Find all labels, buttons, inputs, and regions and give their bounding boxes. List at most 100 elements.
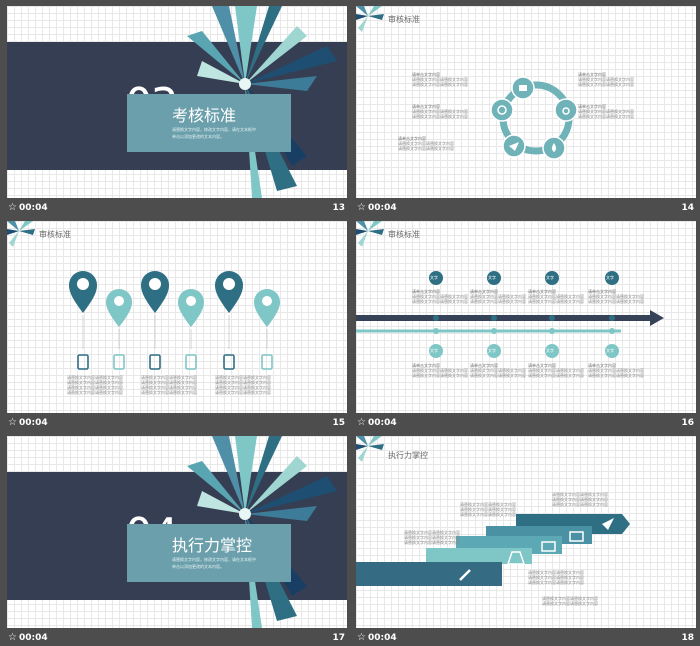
map-pin-icon	[69, 271, 97, 349]
title-panel: 考核标准 请替换文字内容，修改文字内容，请在文本框中 单击以添加更改的文本内容。	[127, 94, 291, 152]
medal-icon	[554, 98, 578, 122]
text-body: 请替换文字内容请替换文字内容	[588, 373, 644, 378]
text-body: 请替换文字内容请替换文字内容	[67, 385, 123, 390]
star-icon: ☆	[357, 417, 366, 428]
section-title: 考核标准	[172, 106, 237, 125]
text-body: 请替换文字内容请替换文字内容	[542, 596, 598, 601]
text-body: 请替换文字内容请替换文字内容	[528, 299, 584, 304]
slide-meta-17: ☆ 00:04 17	[7, 632, 347, 646]
star-icon: ☆	[8, 202, 17, 213]
text-body: 请替换文字内容请替换文字内容	[404, 530, 460, 535]
text-label: 请单击文字内容	[528, 363, 556, 368]
text-body: 请替换文字内容请替换文字内容	[470, 294, 526, 299]
text-body: 请替换文字内容请替换文字内容	[215, 380, 271, 385]
badge: 文字	[606, 275, 614, 280]
water-drop-icon	[542, 136, 566, 160]
text-label: 请单击文字内容	[470, 363, 498, 368]
slide-title: 执行力掌控	[388, 451, 428, 460]
slide-duration: 00:04	[368, 633, 397, 643]
text-body: 请替换文字内容请替换文字内容	[578, 82, 634, 87]
paper-plane-icon	[502, 134, 526, 158]
text-body: 请替换文字内容请替换文字内容	[588, 299, 644, 304]
badge: 文字	[546, 275, 554, 280]
text-body: 请替换文字内容请替换文字内容	[215, 390, 271, 395]
text-body: 请替换文字内容请替换文字内容	[460, 512, 516, 517]
slide-thumbnail-17[interactable]: 04 执行力掌控 请替换文字内容，修改文字内容，请在文本框中 单击以添加更改的文…	[7, 436, 347, 628]
caption-block-3: 请替换文字内容请替换文字内容 请替换文字内容请替换文字内容 请替换文字内容请替换…	[215, 375, 287, 395]
slide-title: 审核标准	[388, 230, 420, 239]
staircase-arrow-graphic	[356, 514, 630, 586]
map-pin-icon	[141, 271, 169, 349]
text-label: 请单击文字内容	[412, 363, 440, 368]
slide-title: 审核标准	[39, 230, 71, 239]
slide-thumbnail-15[interactable]: 审核标准 请替换文字内容请替换文字内容 请替换文字内容请替换文字内容 请替换文字…	[7, 221, 347, 413]
section-desc-2: 单击以添加更改的文本内容。	[172, 564, 224, 569]
caption-block-1: 请替换文字内容请替换文字内容 请替换文字内容请替换文字内容 请替换文字内容请替换…	[67, 375, 139, 395]
text-body: 请替换文字内容请替换文字内容	[398, 146, 454, 151]
left-text-1: 请单击文字内容 请替换文字内容请替换文字内容 请替换文字内容请替换文字内容	[412, 72, 492, 87]
cycle-diagram	[490, 76, 578, 160]
text-body: 请替换文字内容请替换文字内容	[67, 390, 123, 395]
badge: 文字	[430, 275, 438, 280]
section-desc-2: 单击以添加更改的文本内容。	[172, 134, 224, 139]
corner-crystal-graphic	[7, 221, 35, 247]
device-icon	[223, 354, 235, 370]
text-label: 请单击文字内容	[398, 136, 426, 141]
slide-number: 13	[332, 203, 345, 213]
paper-plane-icon	[602, 518, 614, 530]
slide-title: 审核标准	[388, 15, 420, 24]
text-body: 请替换文字内容请替换文字内容	[528, 570, 584, 575]
map-pin-icon	[254, 289, 280, 349]
caption-mid: 请替换文字内容请替换文字内容 请替换文字内容请替换文字内容 请替换文字内容请替换…	[460, 502, 540, 517]
slide-thumbnail-14[interactable]: 审核标准 请单击文字内容 请替换文字内容请替换文字内容 请替换文字内容请替换文字…	[356, 6, 696, 198]
text-body: 请替换文字内容请替换文字内容	[460, 507, 516, 512]
section-desc-1: 请替换文字内容，修改文字内容，请在文本框中	[172, 557, 256, 562]
slide-meta-13: ☆ 00:04 13	[7, 202, 347, 216]
corner-crystal-graphic	[356, 6, 384, 32]
text-label: 请单击文字内容	[578, 72, 606, 77]
text-label: 请单击文字内容	[528, 289, 556, 294]
map-pin-icon	[106, 289, 132, 349]
badge: 文字	[488, 348, 496, 353]
text-label: 请单击文字内容	[412, 289, 440, 294]
text-label: 请单击文字内容	[578, 104, 606, 109]
device-icon	[185, 354, 197, 370]
monitor-icon	[541, 541, 556, 552]
slide-thumbnail-13[interactable]: 03 考核标准 请替换文字内容，修改文字内容，请在文本框中 单击以添加更改的文本…	[7, 6, 347, 198]
slide-number: 15	[332, 418, 345, 428]
right-text-2: 请单击文字内容 请替换文字内容请替换文字内容 请替换文字内容请替换文字内容	[578, 104, 658, 119]
title-panel: 执行力掌控 请替换文字内容，修改文字内容，请在文本框中 单击以添加更改的文本内容…	[127, 524, 291, 582]
text-body: 请替换文字内容请替换文字内容	[588, 368, 644, 373]
slide-thumbnail-18[interactable]: 执行力掌控 请替换文字内容请替换文字内容 请替换文字内容请替换文字内容 请替换文…	[356, 436, 696, 628]
caption-bottom: 请替换文字内容请替换文字内容 请替换文字内容请替换文字内容 请替换文字内容请替换…	[528, 570, 608, 585]
text-label: 请单击文字内容	[470, 289, 498, 294]
caption-left: 请替换文字内容请替换文字内容 请替换文字内容请替换文字内容 请替换文字内容请替换…	[404, 530, 484, 545]
pin-row	[69, 271, 280, 370]
star-icon: ☆	[357, 632, 366, 643]
slide-duration: 00:04	[19, 418, 48, 428]
device-icon	[149, 354, 161, 370]
slide-number: 14	[681, 203, 694, 213]
text-body: 请替换文字内容请替换文字内容	[470, 368, 526, 373]
text-label: 请单击文字内容	[412, 72, 440, 77]
text-label: 请单击文字内容	[588, 289, 616, 294]
badge: 文字	[606, 348, 614, 353]
slide-thumbnail-16[interactable]: 审核标准 文字 文字 文字 文字 文字 文字 文字 文字 请单击文字内容 请替换文…	[356, 221, 696, 413]
star-icon: ☆	[8, 417, 17, 428]
map-pin-icon	[178, 289, 204, 349]
star-icon: ☆	[357, 202, 366, 213]
text-label: 请单击文字内容	[588, 363, 616, 368]
device-icon	[113, 354, 125, 370]
slide-number: 16	[681, 418, 694, 428]
map-pin-icon	[215, 271, 243, 349]
caption-bottom-2: 请替换文字内容请替换文字内容 请替换文字内容请替换文字内容	[542, 596, 622, 606]
text-body: 请替换文字内容请替换文字内容	[141, 390, 197, 395]
text-body: 请替换文字内容请替换文字内容	[470, 299, 526, 304]
slide-duration: 00:04	[19, 633, 48, 643]
slide-number: 17	[332, 633, 345, 643]
text-body: 请替换文字内容请替换文字内容	[578, 114, 634, 119]
text-body: 请替换文字内容请替换文字内容	[141, 380, 197, 385]
text-body: 请替换文字内容请替换文字内容	[528, 575, 584, 580]
caption-top-right: 请替换文字内容请替换文字内容 请替换文字内容请替换文字内容 请替换文字内容请替换…	[552, 492, 632, 507]
text-body: 请替换文字内容请替换文字内容	[412, 109, 468, 114]
